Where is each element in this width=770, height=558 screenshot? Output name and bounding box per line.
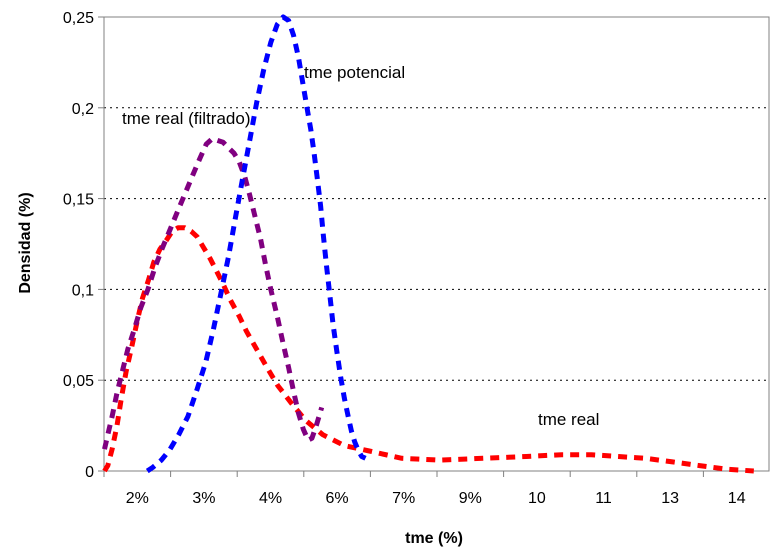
x-tick-label: 14	[728, 490, 746, 507]
y-tick-label: 0,1	[72, 282, 94, 299]
series-line-tme-real	[102, 225, 754, 474]
x-tick-label: 7%	[392, 490, 415, 507]
y-tick-label: 0	[85, 464, 94, 481]
y-tick-label: 0,15	[63, 192, 94, 209]
y-axis: 0 0,05 0,1 0,15 0,2 0,25	[63, 10, 104, 481]
x-tick-label: 4%	[259, 490, 282, 507]
x-tick-label: 2%	[126, 490, 149, 507]
x-tick-label: 9%	[459, 490, 482, 507]
y-tick-label: 0,2	[72, 101, 94, 118]
annotation-tme-real-filtrado: tme real (filtrado)	[122, 109, 250, 128]
x-tick-label: 3%	[192, 490, 215, 507]
series-line-tme-potencial	[145, 14, 367, 474]
annotation-tme-real: tme real	[538, 410, 599, 429]
series-layer	[102, 14, 754, 474]
x-tick-label: 11	[595, 490, 612, 507]
x-tick-label: 13	[661, 490, 679, 507]
y-axis-title: Densidad (%)	[17, 192, 34, 293]
x-tick-label: 10	[528, 490, 546, 507]
x-axis-title: tme (%)	[405, 530, 463, 547]
x-tick-label: 6%	[326, 490, 349, 507]
annotation-tme-potencial: tme potencial	[304, 63, 405, 82]
series-line-tme-real-filtrado	[102, 136, 325, 450]
y-tick-label: 0,25	[63, 10, 94, 27]
y-tick-label: 0,05	[63, 373, 94, 390]
x-axis: 2% 3% 4% 6% 7% 9% 10 11 13 14	[103, 471, 746, 507]
